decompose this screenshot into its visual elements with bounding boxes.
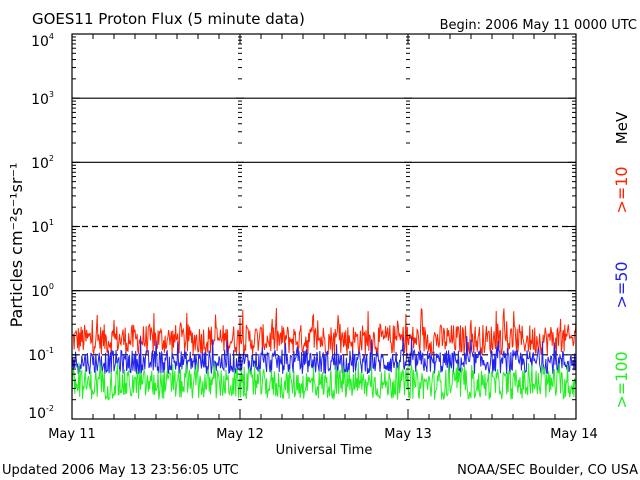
y-tick-label: 104 bbox=[31, 32, 54, 50]
legend-series-100: >=100 bbox=[612, 351, 631, 408]
y-tick-labels: 10-2 10-1 100 101 102 103 104 bbox=[28, 32, 54, 422]
y-tick-label: 103 bbox=[31, 90, 54, 108]
y-tick-label: 10-2 bbox=[28, 404, 54, 422]
x-axis-label: Universal Time bbox=[276, 443, 373, 458]
begin-date: Begin: 2006 May 11 0000 UTC bbox=[440, 18, 637, 33]
series-line-10mev bbox=[71, 307, 577, 356]
x-tick-label: May 14 bbox=[550, 427, 598, 442]
x-tick-label: May 11 bbox=[48, 427, 96, 442]
axis-ticks bbox=[71, 34, 577, 420]
data-series bbox=[71, 307, 577, 401]
legend-series-50: >=50 bbox=[612, 261, 631, 308]
series-line-50mev bbox=[71, 336, 577, 375]
credit-line: NOAA/SEC Boulder, CO USA bbox=[457, 463, 638, 478]
legend-series-10: >=10 bbox=[612, 166, 631, 213]
y-tick-label: 101 bbox=[31, 218, 54, 236]
chart-title: GOES11 Proton Flux (5 minute data) bbox=[32, 10, 305, 28]
x-tick-label: May 12 bbox=[216, 427, 264, 442]
legend-unit: MeV bbox=[613, 111, 631, 144]
y-axis-label: Particles cm⁻²s⁻¹sr⁻¹ bbox=[7, 163, 26, 328]
y-tick-label: 10-1 bbox=[28, 346, 54, 364]
updated-timestamp: Updated 2006 May 13 23:56:05 UTC bbox=[2, 463, 239, 478]
y-tick-label: 102 bbox=[31, 154, 54, 172]
grid-lines bbox=[72, 97, 576, 356]
series-line-100mev bbox=[71, 361, 577, 401]
y-tick-label: 100 bbox=[31, 282, 54, 300]
x-tick-label: May 13 bbox=[384, 427, 432, 442]
